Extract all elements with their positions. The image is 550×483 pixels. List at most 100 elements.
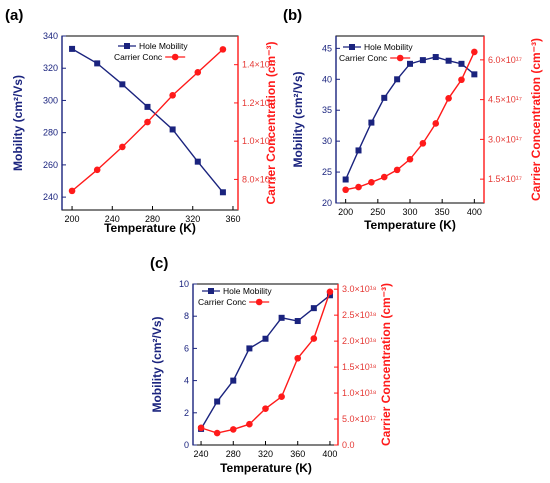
carrier-point bbox=[406, 155, 414, 163]
carrier-point bbox=[419, 140, 427, 147]
mobility-point bbox=[368, 119, 375, 126]
carrier-point bbox=[342, 186, 349, 194]
y-right-axis-title: Carrier Concentration (cm⁻³) bbox=[264, 41, 278, 204]
mobility-point bbox=[69, 45, 76, 52]
y-right-tick-label: 2.0×10¹⁸ bbox=[342, 336, 377, 346]
carrier-point bbox=[219, 46, 227, 53]
mobility-point bbox=[144, 103, 151, 110]
y-left-tick-label: 35 bbox=[322, 105, 332, 115]
y-left-tick-label: 340 bbox=[43, 31, 58, 41]
legend-carrier-marker bbox=[171, 53, 179, 61]
legend-carrier-marker bbox=[255, 298, 263, 306]
mobility-point bbox=[342, 176, 349, 183]
carrier-point bbox=[445, 94, 452, 102]
y-left-tick-label: 320 bbox=[43, 63, 58, 73]
mobility-point bbox=[407, 60, 413, 67]
mobility-point bbox=[381, 94, 388, 101]
mobility-point bbox=[294, 318, 301, 325]
panel-a-chart: (a) 200 240 280 320 360 240 260 280 300 320 340 8.0×… bbox=[5, 7, 278, 235]
y-right-tick-label: 1.0×10¹⁷ bbox=[242, 136, 276, 146]
x-tick-label: 320 bbox=[258, 449, 273, 459]
x-tick-label: 400 bbox=[322, 449, 337, 459]
carrier-point bbox=[246, 420, 253, 428]
y-right-tick-label: 3.0×10¹⁸ bbox=[342, 284, 377, 294]
mobility-point bbox=[445, 57, 452, 64]
y-left-tick-label: 240 bbox=[43, 192, 58, 202]
carrier-point bbox=[93, 166, 101, 174]
x-tick-label: 350 bbox=[435, 207, 450, 217]
mobility-point bbox=[94, 60, 101, 67]
carrier-point bbox=[119, 143, 126, 151]
y-right-tick-label: 1.2×10¹⁷ bbox=[242, 98, 276, 108]
y-right-tick-label: 6.0×10¹⁷ bbox=[488, 55, 522, 65]
y-left-tick-label: 8 bbox=[184, 311, 189, 321]
carrier-point bbox=[355, 183, 362, 191]
mobility-point bbox=[355, 147, 362, 154]
mobility-point bbox=[394, 76, 401, 83]
mobility-point bbox=[432, 54, 439, 61]
x-tick-label: 200 bbox=[338, 207, 353, 217]
x-tick-label: 360 bbox=[225, 214, 240, 224]
y-right-axis-title: Carrier Concentration (cm⁻³) bbox=[529, 38, 543, 201]
legend-carrier-label: Carrier Conc bbox=[114, 52, 163, 62]
y-left-tick-label: 0 bbox=[184, 440, 189, 450]
y-left-tick-label: 2 bbox=[184, 408, 189, 418]
y-right-axis-title: Carrier Concentration (cm⁻³) bbox=[379, 283, 393, 446]
y-left-tick-label: 300 bbox=[43, 95, 58, 105]
carrier-point bbox=[380, 173, 388, 181]
mobility-point bbox=[214, 398, 221, 405]
mobility-point bbox=[326, 292, 333, 299]
y-right-tick-label: 1.5×10¹⁷ bbox=[488, 174, 522, 184]
y-right-tick-label: 1.0×10¹⁸ bbox=[342, 388, 377, 398]
x-tick-label: 200 bbox=[65, 214, 80, 224]
x-tick-label: 240 bbox=[194, 449, 209, 459]
y-right-tick-label: 8.0×10¹⁶ bbox=[242, 174, 277, 184]
carrier-point bbox=[213, 429, 221, 437]
legend-mobility-marker bbox=[124, 43, 130, 49]
y-right-tick-label: 1.5×10¹⁸ bbox=[342, 362, 377, 372]
y-left-axis-title: Mobility (cm²/Vs) bbox=[11, 75, 25, 171]
x-axis-title: Temperature (K) bbox=[220, 461, 312, 475]
y-left-tick-label: 40 bbox=[322, 74, 332, 84]
mobility-point bbox=[169, 126, 176, 133]
legend-carrier-label: Carrier Conc bbox=[339, 53, 388, 63]
mobility-point bbox=[278, 314, 285, 321]
legend-carrier-marker bbox=[396, 54, 404, 62]
y-left-tick-label: 25 bbox=[322, 167, 332, 177]
mobility-point bbox=[194, 158, 201, 165]
carrier-point bbox=[471, 48, 478, 56]
x-tick-label: 240 bbox=[105, 214, 120, 224]
legend-mobility-label: Hole Mobility bbox=[139, 41, 188, 51]
carrier-point bbox=[393, 166, 401, 174]
x-tick-label: 360 bbox=[290, 449, 305, 459]
mobility-point bbox=[471, 71, 478, 78]
mobility-point bbox=[458, 60, 465, 67]
carrier-point bbox=[326, 288, 334, 296]
carrier-point bbox=[197, 424, 205, 432]
y-left-tick-label: 10 bbox=[179, 279, 189, 289]
x-tick-label: 280 bbox=[145, 214, 160, 224]
carrier-point bbox=[194, 69, 202, 76]
panel-label: (c) bbox=[150, 255, 168, 272]
mobility-point bbox=[119, 81, 126, 88]
mobility-point bbox=[310, 305, 317, 312]
legend-mobility-label: Hole Mobility bbox=[364, 42, 413, 52]
x-tick-label: 250 bbox=[370, 207, 385, 217]
y-left-tick-label: 30 bbox=[322, 136, 332, 146]
y-right-tick-label: 2.5×10¹⁸ bbox=[342, 310, 377, 320]
panel-b-chart: (b) 200 250 300 350 400 20 25 30 35 40 45 1.5×10¹⁷ 3.… bbox=[283, 7, 543, 232]
x-axis-title: Temperature (K) bbox=[104, 221, 196, 235]
carrier-point bbox=[432, 120, 440, 127]
y-left-tick-label: 260 bbox=[43, 160, 58, 170]
mobility-point bbox=[419, 57, 426, 64]
y-right-tick-label: 0.0 bbox=[342, 440, 355, 450]
carrier-point bbox=[368, 179, 375, 186]
x-axis-title: Temperature (K) bbox=[364, 218, 456, 232]
carrier-point bbox=[294, 354, 302, 362]
mobility-point bbox=[262, 335, 269, 342]
y-left-axis-title: Mobility (cm²/Vs) bbox=[150, 316, 164, 412]
x-tick-label: 400 bbox=[467, 207, 482, 217]
legend-mobility-marker bbox=[349, 44, 355, 50]
carrier-point bbox=[68, 187, 76, 195]
